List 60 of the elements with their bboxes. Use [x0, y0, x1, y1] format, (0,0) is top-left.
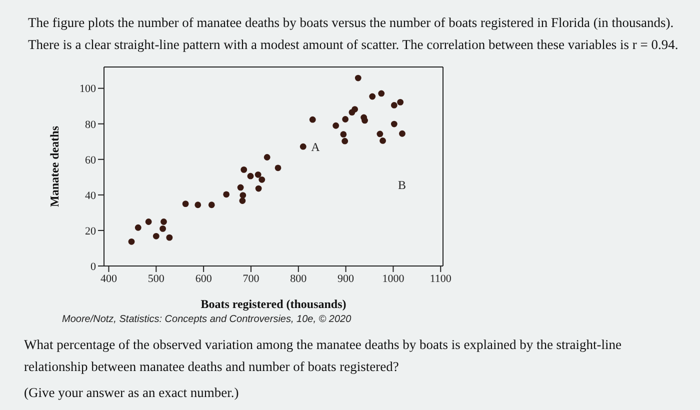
point: [274, 164, 282, 172]
point: [145, 218, 152, 225]
point: [342, 116, 349, 122]
text: (Give your answer as an exact number.): [24, 384, 240, 402]
point: [332, 122, 340, 129]
point: [354, 74, 362, 82]
point: [362, 117, 368, 124]
point: [240, 166, 248, 173]
point: [247, 172, 254, 180]
y-tick-label: 40: [85, 190, 96, 202]
x-tick-label: 500: [148, 272, 165, 285]
annotation: B: [398, 178, 406, 193]
point: [255, 185, 262, 192]
point: [160, 218, 167, 225]
point: [369, 93, 376, 100]
point: [264, 154, 270, 160]
annotation: A: [311, 140, 320, 154]
point: [223, 191, 230, 198]
point: [240, 192, 246, 198]
text: Moore/Notz, Statistics: Concepts and Controversies, 10e, © 2020: [62, 313, 352, 327]
point: [397, 98, 404, 106]
y-tick-label: 20: [85, 225, 96, 238]
point: [258, 176, 266, 183]
point: [300, 143, 306, 150]
point: [380, 138, 386, 144]
point: [160, 225, 166, 232]
point: [239, 198, 246, 204]
point: [390, 120, 398, 128]
y-tick-label: 60: [85, 154, 96, 166]
chart-title: The figure plots the number of manatee deaths by boats versus the number of boats registered in Florida (in thousands). There is a clear straight-line pattern with a modest amount of scatter. The correlation between these variables is r = 0.94.: [28, 14, 680, 54]
point: [152, 232, 160, 240]
point: [208, 202, 215, 208]
point: [134, 224, 142, 231]
point: [378, 90, 385, 97]
x-tick-label: 700: [242, 272, 260, 285]
x-tick-label: 1000: [382, 272, 405, 285]
x-tick-label: 800: [290, 272, 308, 285]
y-tick-label: 100: [80, 83, 96, 96]
point: [166, 234, 173, 241]
point: [342, 138, 348, 144]
point: [182, 200, 189, 208]
y-axis-title: Manatee deaths: [47, 126, 62, 207]
point: [376, 130, 384, 138]
point: [254, 171, 262, 178]
x-tick-label: 400: [100, 272, 118, 285]
point: [340, 131, 347, 138]
x-tick-label: 1100: [430, 272, 452, 285]
point: [237, 184, 244, 191]
x-tick-label: 600: [195, 272, 212, 285]
y-tick-label: 0: [90, 260, 96, 273]
point: [194, 202, 202, 208]
point: [352, 106, 358, 112]
x-tick-label: 900: [338, 272, 355, 285]
point: [128, 238, 135, 245]
point: [390, 102, 398, 108]
text: What percentage of the observed variation among the manatee deaths by boats is explained by the straight-line relationship between manatee deaths and number of boats registered?: [24, 336, 623, 376]
x-axis-title: Boats registered (thousands): [200, 297, 346, 311]
point: [309, 116, 316, 123]
y-tick-label: 80: [85, 118, 96, 131]
point: [399, 130, 406, 137]
